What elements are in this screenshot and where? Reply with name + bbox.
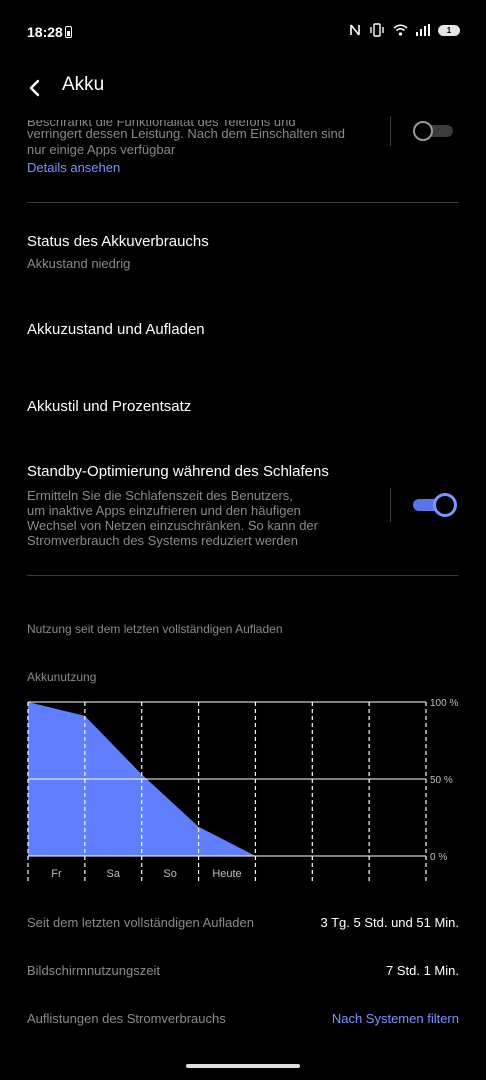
filter-by-system-link[interactable]: Nach Systemen filtern xyxy=(331,1011,459,1026)
power-saving-toggle[interactable] xyxy=(413,121,453,141)
battery-usage-chart: 100 % 50 % 0 % Fr Sa So Heute xyxy=(0,690,486,890)
y-tick-label: 100 % xyxy=(430,698,458,709)
screen-time-value: 7 Std. 1 Min. xyxy=(386,963,459,978)
screen-time-label: Bildschirmnutzungszeit xyxy=(27,963,160,978)
app-bar: Akku xyxy=(0,64,486,112)
standby-toggle[interactable] xyxy=(413,493,457,517)
power-saving-desc-line2: verringert dessen Leistung. Nach dem Ein… xyxy=(27,126,345,141)
battery-saver-icon xyxy=(65,26,72,38)
standby-desc-line4: Stromverbrauch des Systems reduziert wer… xyxy=(27,533,298,548)
wifi-icon xyxy=(393,24,408,36)
power-saving-desc-clipped: Beschränkt die Funktionalität des Telefo… xyxy=(27,114,296,129)
details-link[interactable]: Details ansehen xyxy=(27,160,121,175)
standby-title: Standby-Optimierung während des Schlafen… xyxy=(27,463,329,480)
since-charge-label: Seit dem letzten vollständigen Aufladen xyxy=(27,915,254,930)
vibrate-icon xyxy=(370,23,384,37)
battery-style-item[interactable]: Akkustil und Prozentsatz xyxy=(27,398,192,415)
usage-section-header: Nutzung seit dem letzten vollständigen A… xyxy=(27,622,283,636)
battery-usage-status-subtitle: Akkustand niedrig xyxy=(27,256,131,271)
since-charge-value: 3 Tg. 5 Std. und 51 Min. xyxy=(320,915,459,930)
battery-health-item[interactable]: Akkuzustand und Aufladen xyxy=(27,321,205,338)
x-tick-label: So xyxy=(163,868,176,880)
section-divider xyxy=(27,575,459,576)
standby-desc-line2: um inaktive Apps einzufrieren und den hä… xyxy=(27,503,301,518)
chart-title: Akkunutzung xyxy=(27,670,97,684)
section-divider xyxy=(27,202,459,203)
standby-desc-line1: Ermitteln Sie die Schlafenszeit des Benu… xyxy=(27,488,293,503)
x-tick-label: Sa xyxy=(107,868,121,880)
nfc-icon xyxy=(350,24,360,36)
y-tick-label: 50 % xyxy=(430,775,453,786)
status-icons: 1 xyxy=(349,23,460,37)
back-button[interactable] xyxy=(22,74,50,102)
battery-usage-status-title: Status des Akkuverbrauchs xyxy=(27,233,209,250)
x-tick-label: Fr xyxy=(51,868,62,880)
y-tick-label: 0 % xyxy=(430,852,447,863)
power-listing-label: Auflistungen des Stromverbrauchs xyxy=(27,1011,226,1026)
toggle-separator xyxy=(390,116,391,146)
status-time: 18:28 xyxy=(27,24,63,40)
back-arrow-icon xyxy=(29,79,40,97)
signal-icon xyxy=(416,24,430,36)
x-tick-label: Heute xyxy=(212,868,241,880)
battery-icon: 1 xyxy=(438,24,460,36)
page-title: Akku xyxy=(62,74,105,95)
power-saving-desc-line3: nur einige Apps verfügbar xyxy=(27,142,176,157)
home-indicator[interactable] xyxy=(186,1064,300,1068)
standby-desc-line3: Wechsel von Netzen einzuschränken. So ka… xyxy=(27,518,318,533)
battery-usage-chart-svg: 100 % 50 % 0 % Fr Sa So Heute xyxy=(27,698,458,882)
toggle-separator xyxy=(390,488,391,522)
status-bar: 18:28 1 xyxy=(0,0,486,64)
